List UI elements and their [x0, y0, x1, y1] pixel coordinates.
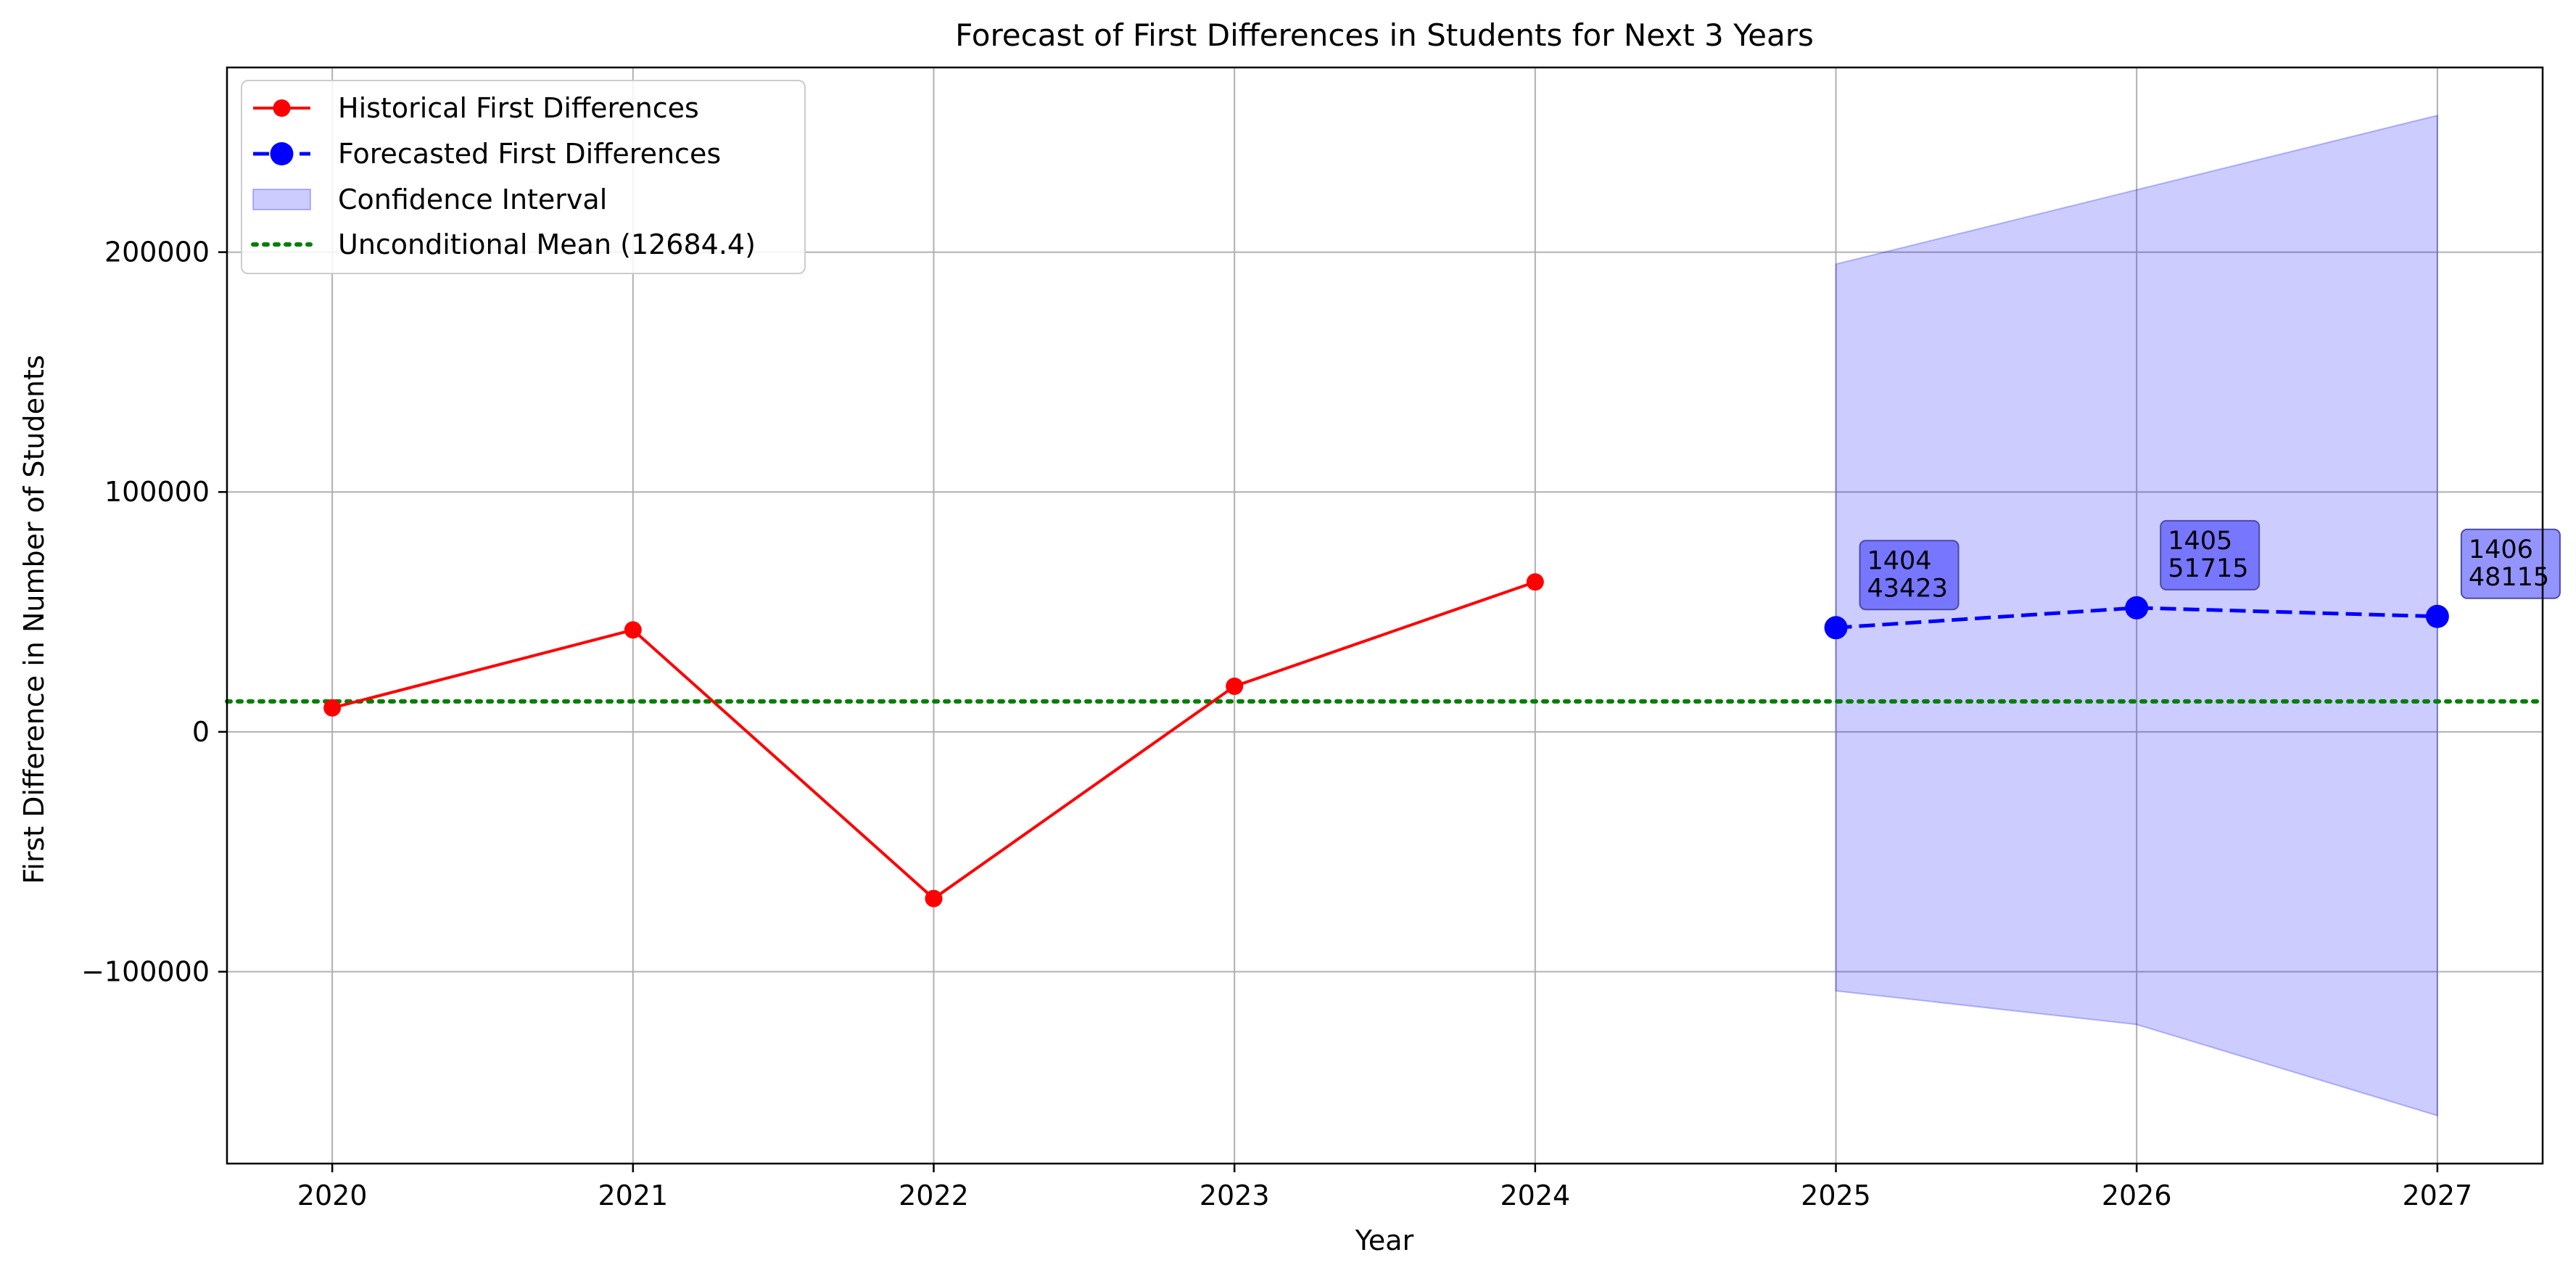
x-tick-label-2024: 2024 [1500, 1180, 1570, 1211]
plot-frame [226, 66, 2544, 1165]
x-tick-label-2023: 2023 [1200, 1180, 1270, 1211]
legend-box [241, 80, 806, 274]
annotation-text-2027-1: 48115 [2469, 563, 2549, 592]
forecast-series-line [1836, 606, 2437, 630]
historical-point-2023 [1226, 678, 1244, 696]
x-tick-label-2025: 2025 [1801, 1180, 1871, 1211]
annotation-text-2026-0: 1405 [2168, 527, 2232, 556]
annotation-box-2027 [2460, 528, 2561, 599]
annotation-text-2025-1: 43423 [1867, 574, 1948, 603]
annotation-text-2027-0: 1406 [2469, 535, 2533, 564]
series-layer [323, 573, 2449, 908]
legend-forecast-label: Forecasted First Differences [338, 138, 721, 170]
y-tick-label-2: 100000 [104, 476, 210, 508]
annotation-box-2026 [2160, 519, 2261, 590]
forecast-point-2025 [1824, 616, 1848, 640]
x-tick-label-2020: 2020 [297, 1180, 368, 1211]
x-axis-label: Year [1355, 1225, 1414, 1256]
y-axis-label: First Difference in Number of Students [18, 355, 50, 884]
x-tick-label-2027: 2027 [2403, 1180, 2473, 1211]
legend-mean-label: Unconditional Mean (12684.4) [338, 229, 756, 260]
y-tick-label-0: −100000 [81, 955, 210, 987]
gridlines [227, 67, 2543, 1164]
forecast-point-2027 [2425, 604, 2449, 628]
legend-historical-marker [273, 99, 291, 117]
annotation-box-2025 [1859, 540, 1960, 611]
x-tick-label-2021: 2021 [598, 1180, 668, 1211]
x-tick-label-2022: 2022 [899, 1180, 969, 1211]
axis-ticks: 2020 2021 2022 2023 2024 2025 2026 2027 −100000 0… [81, 236, 2472, 1211]
y-tick-label-1: 0 [192, 716, 210, 748]
annotation-text-2025-0: 1404 [1867, 546, 1932, 575]
annotation-text-2026-1: 51715 [2168, 554, 2248, 583]
chart-title: Forecast of First Differences in Student… [955, 17, 1814, 53]
legend-ci-swatch [252, 189, 311, 210]
historical-point-2021 [624, 621, 642, 639]
legend: Historical First Differences Forecasted F… [241, 80, 806, 274]
forecast-point-2026 [2125, 596, 2149, 620]
historical-point-2024 [1526, 573, 1544, 591]
y-tick-label-3: 200000 [104, 236, 210, 268]
historical-point-2020 [323, 699, 342, 717]
historical-point-2022 [925, 889, 943, 908]
legend-forecast-marker [270, 142, 294, 165]
legend-ci-label: Confidence Interval [338, 184, 607, 215]
x-tick-label-2026: 2026 [2102, 1180, 2172, 1211]
legend-historical-label: Historical First Differences [338, 92, 699, 124]
